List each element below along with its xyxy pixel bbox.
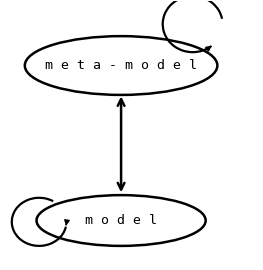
Text: m e t a - m o d e l: m e t a - m o d e l <box>45 59 197 72</box>
Text: m o d e l: m o d e l <box>85 214 157 227</box>
Ellipse shape <box>37 195 206 246</box>
Ellipse shape <box>25 36 218 95</box>
